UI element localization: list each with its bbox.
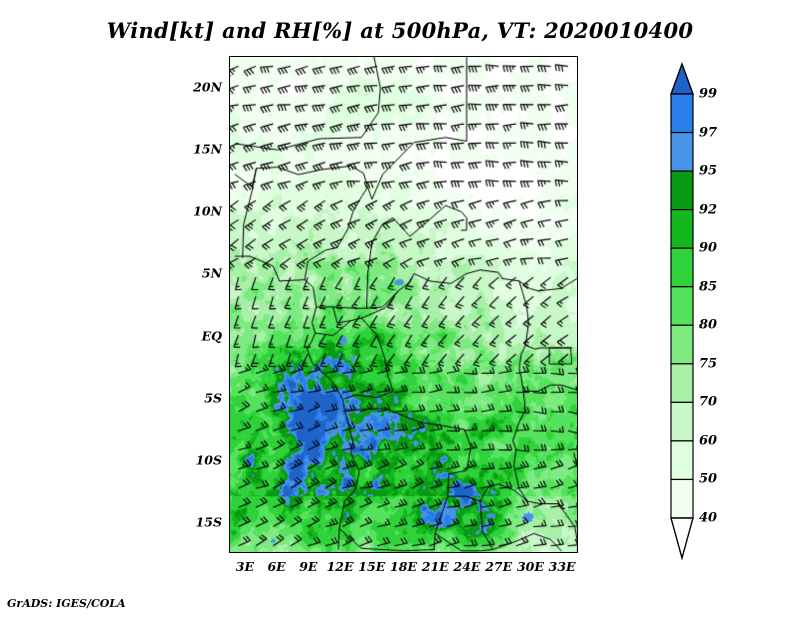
colorbar-tick-label: 60 [699,433,718,449]
colorbar: 99 97 95 92 90 85 80 75 70 60 50 40 [663,62,783,560]
colorbar-swatch [670,247,694,288]
y-tick-label: 10N [193,203,222,219]
y-tick-label: EQ [201,328,222,344]
x-axis-labels: 3E 6E 9E 12E 15E 18E 21E 24E 27E 30E 33E [229,559,578,581]
colorbar-swatch [670,324,694,365]
y-tick-label: 5N [201,265,222,281]
y-tick-label: 5S [204,390,222,406]
colorbar-tick-label: 85 [699,279,718,295]
colorbar-swatch [670,440,694,481]
x-tick-label: 6E [267,559,286,574]
colorbar-tick-label: 99 [699,86,718,102]
colorbar-tick-label: 95 [699,163,718,179]
colorbar-swatch [670,93,694,134]
y-axis-labels: 20N 15N 10N 5N EQ 5S 10S 15S [170,56,222,553]
page-title: Wind[kt] and RH[%] at 500hPa, VT: 202001… [106,18,694,43]
colorbar-tick-label: 75 [699,356,718,372]
y-tick-label: 15N [193,141,222,157]
colorbar-tick-label: 40 [699,510,718,526]
x-tick-label: 24E [453,559,481,574]
x-tick-label: 3E [235,559,254,574]
colorbar-swatches [669,62,695,560]
colorbar-swatch [670,131,694,172]
x-tick-label: 12E [326,559,354,574]
x-tick-label: 27E [485,559,513,574]
x-tick-label: 18E [390,559,417,574]
x-tick-label: 9E [299,559,318,574]
colorbar-tick-label: 90 [699,240,718,256]
x-tick-label: 30E [516,559,544,574]
colorbar-tick-label: 80 [699,317,718,333]
colorbar-swatch [670,170,694,211]
y-tick-label: 15S [195,514,222,530]
colorbar-swatch [670,286,694,326]
colorbar-swatch [670,209,694,249]
y-tick-label: 20N [193,79,222,95]
colorbar-swatch [670,478,694,519]
colorbar-tick-label: 92 [699,202,718,218]
rh-shading-and-wind-barbs [230,57,577,552]
x-tick-label: 21E [421,559,449,574]
colorbar-tick-label: 97 [699,125,718,141]
colorbar-top-arrow [669,62,695,95]
colorbar-swatch [670,401,694,442]
colorbar-swatch [670,363,694,403]
map-plot-area [229,56,578,553]
colorbar-tick-label: 50 [699,471,718,487]
attribution-footer: GrADS: IGES/COLA [7,597,126,610]
x-tick-label: 15E [358,559,386,574]
colorbar-bottom-arrow [670,517,694,560]
y-tick-label: 10S [195,452,222,468]
x-tick-label: 33E [548,559,576,574]
colorbar-tick-label: 70 [699,394,718,410]
